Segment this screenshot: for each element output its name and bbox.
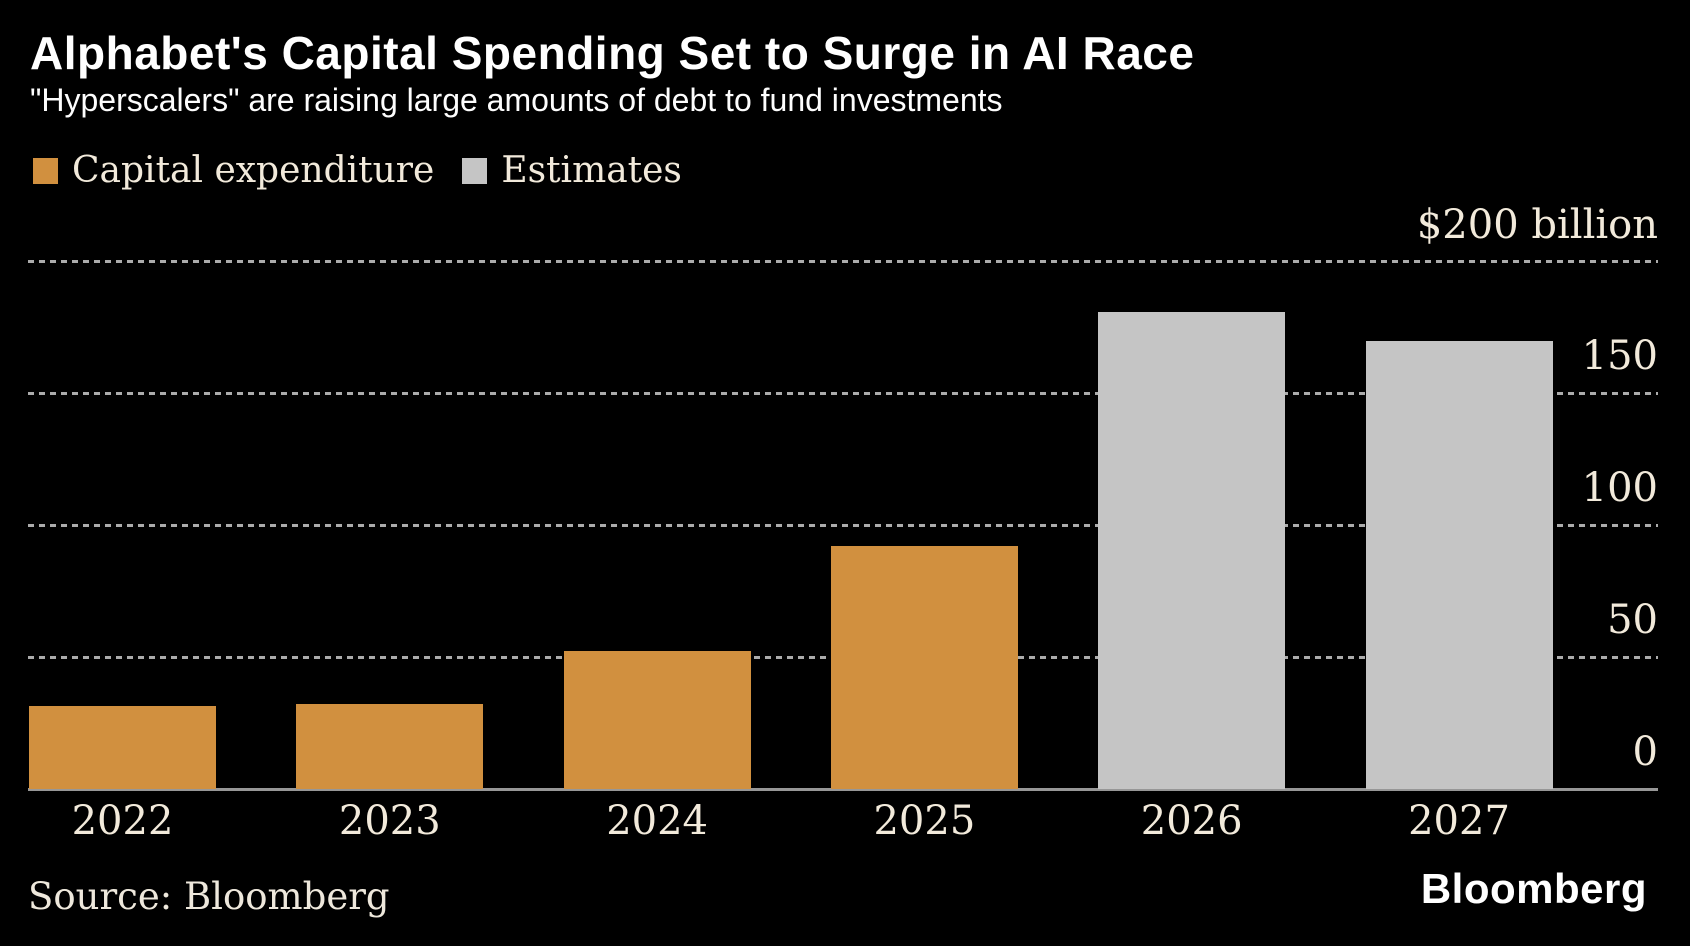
y-tick-label-150: 150 xyxy=(1581,333,1658,380)
bar-2024-capex xyxy=(563,650,751,789)
capex-swatch-icon xyxy=(33,158,58,184)
chart-title: Alphabet's Capital Spending Set to Surge… xyxy=(30,27,1195,79)
bar-2023-capex xyxy=(296,703,484,789)
y-gridline-100 xyxy=(28,523,1658,527)
x-tick-label-2026: 2026 xyxy=(1140,798,1243,844)
y-tick-label-0: 0 xyxy=(1632,729,1658,775)
y-tick-label-200: $200 billion xyxy=(1416,201,1658,248)
legend-item-capex: Capital expenditure xyxy=(33,153,434,189)
y-gridline-150 xyxy=(28,391,1658,395)
source-text: Source: Bloomberg xyxy=(28,875,390,918)
x-tick-label-2027: 2027 xyxy=(1408,798,1510,844)
bloomberg-logo: Bloomberg xyxy=(1420,865,1647,912)
x-tick-label-2025: 2025 xyxy=(873,798,976,844)
legend-label-capex: Capital expenditure xyxy=(72,150,435,191)
chart-subtitle: "Hyperscalers" are raising large amounts… xyxy=(30,82,1003,118)
estimates-swatch-icon xyxy=(462,158,488,184)
legend: Capital expenditure Estimates xyxy=(33,153,682,189)
x-axis-line xyxy=(28,787,1658,791)
x-tick-label-2022: 2022 xyxy=(71,798,174,844)
bar-2025-capex xyxy=(830,546,1018,789)
bar-2022-capex xyxy=(29,705,216,789)
y-tick-label-50: 50 xyxy=(1607,597,1658,644)
x-tick-label-2024: 2024 xyxy=(606,798,708,844)
x-tick-label-2023: 2023 xyxy=(338,798,441,844)
bar-2027-estimate xyxy=(1365,340,1553,789)
legend-label-estimates: Estimates xyxy=(501,150,682,191)
y-tick-label-100: 100 xyxy=(1581,465,1658,512)
y-gridline-200 xyxy=(28,260,1658,263)
bar-2026-estimate xyxy=(1098,311,1286,789)
legend-item-estimates: Estimates xyxy=(462,153,682,189)
